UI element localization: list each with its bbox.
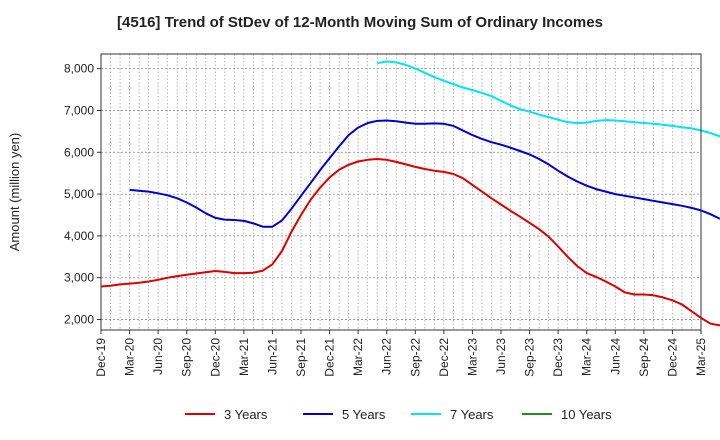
legend-item-7-years-label: 7 Years <box>450 407 494 422</box>
x-tick-label: Jun-22 <box>380 338 394 375</box>
x-tick-label: Jun-21 <box>265 338 279 375</box>
series-line-5-years <box>129 119 720 228</box>
chart-title: [4516] Trend of StDev of 12-Month Moving… <box>117 14 603 31</box>
x-tick-label: Sep-21 <box>294 338 308 377</box>
x-tick-label: Sep-22 <box>408 338 422 377</box>
x-tick-label: Sep-23 <box>523 338 537 377</box>
x-tick-label: Sep-20 <box>180 338 194 377</box>
x-tick-label: Mar-25 <box>694 338 708 376</box>
y-axis-label: Amount (million yen) <box>7 133 22 252</box>
series-line-7-years <box>377 60 720 138</box>
legend-item-5-years-label: 5 Years <box>342 407 386 422</box>
x-tick-label: Dec-20 <box>208 338 222 377</box>
plot-frame <box>100 53 702 331</box>
x-tick-label: Jun-20 <box>151 338 165 375</box>
plot-area <box>101 54 701 330</box>
x-tick-label: Dec-21 <box>323 338 337 377</box>
y-tick-label: 5,000 <box>64 187 94 201</box>
x-tick-label: Mar-23 <box>465 338 479 376</box>
y-tick-label: 3,000 <box>64 271 94 285</box>
y-tick-label: 7,000 <box>64 103 94 117</box>
legend-item-10-years-label: 10 Years <box>561 407 612 422</box>
x-tick-label: Jun-24 <box>608 338 622 375</box>
y-tick-label: 4,000 <box>64 229 94 243</box>
y-axis: 2,000 3,000 4,000 5,000 6,000 7,000 8,000 <box>64 62 101 327</box>
legend-item-3-years-label: 3 Years <box>224 407 268 422</box>
series-line-3-years <box>100 158 720 327</box>
x-tick-label: Dec-24 <box>665 338 679 377</box>
x-tick-label: Sep-24 <box>637 338 651 377</box>
x-tick-label: Jun-23 <box>494 338 508 375</box>
x-tick-label: Dec-22 <box>437 338 451 377</box>
x-tick-label: Mar-20 <box>123 338 137 376</box>
y-tick-label: 8,000 <box>64 62 94 76</box>
y-tick-label: 2,000 <box>64 313 94 327</box>
x-tick-label: Dec-23 <box>551 338 565 377</box>
x-tick-label: Dec-19 <box>94 338 108 377</box>
series-layer <box>100 60 720 327</box>
y-tick-label: 6,000 <box>64 145 94 159</box>
x-tick-label: Mar-22 <box>351 338 365 376</box>
legend: 3 Years 5 Years 7 Years 10 Years <box>185 407 612 422</box>
x-tick-label: Mar-24 <box>580 338 594 376</box>
x-axis: Dec-19 Mar-20 Jun-20 Sep-20 Dec-20 Mar-21 Jun-… <box>94 330 708 377</box>
x-tick-label: Mar-21 <box>237 338 251 376</box>
